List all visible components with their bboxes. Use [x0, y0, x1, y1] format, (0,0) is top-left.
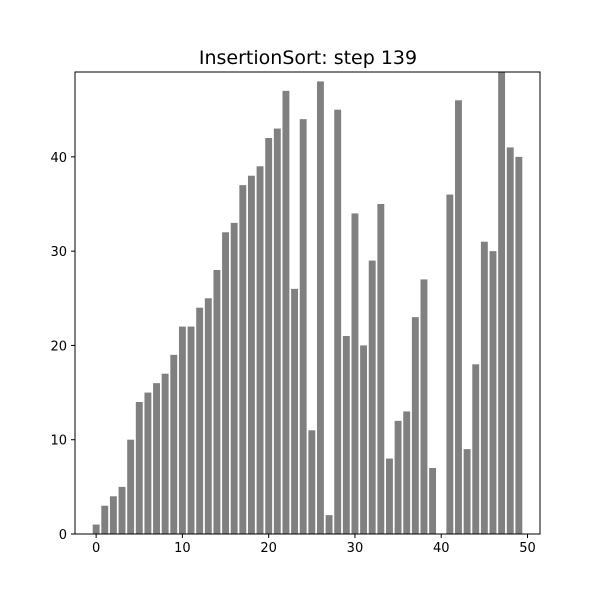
bar-30: [351, 213, 359, 534]
bar-33: [377, 204, 385, 534]
bar-1: [101, 505, 109, 534]
bar-19: [256, 166, 264, 535]
bar-20: [265, 138, 273, 534]
bar-16: [230, 222, 238, 535]
bar-7: [153, 383, 160, 534]
bar-15: [222, 232, 229, 535]
x-tick-label-50: 50: [519, 541, 536, 556]
bar-21: [273, 128, 281, 534]
bar-22: [282, 90, 290, 535]
chart-title: InsertionSort: step 139: [199, 47, 417, 69]
x-tick-label-30: 30: [347, 541, 364, 556]
bar-28: [334, 109, 342, 535]
bar-48: [506, 147, 514, 534]
plot-frame: [74, 71, 541, 535]
y-tick-label-10: 10: [50, 434, 67, 449]
y-tick-label-0: 0: [59, 528, 67, 543]
bar-3: [118, 486, 126, 534]
y-axis-ticks: 0 10 20 30 40: [50, 151, 75, 543]
bar-10: [178, 326, 186, 534]
bar-39: [429, 468, 437, 534]
bar-46: [489, 251, 497, 534]
bar-43: [463, 449, 471, 534]
bar-5: [135, 402, 143, 534]
bar-18: [247, 175, 255, 534]
bar-14: [213, 270, 221, 534]
bar-27: [325, 515, 333, 534]
bar-35: [394, 420, 402, 534]
bar-26: [316, 81, 324, 535]
x-tick-label-20: 20: [260, 541, 277, 556]
x-tick-label-40: 40: [433, 541, 450, 556]
bar-12: [196, 307, 204, 534]
bar-34: [386, 458, 393, 534]
y-tick-label-20: 20: [50, 339, 67, 354]
bar-4: [127, 439, 135, 534]
bar-23: [291, 288, 299, 534]
bar-42: [455, 100, 462, 534]
y-tick-label-30: 30: [50, 245, 67, 260]
x-tick-label-10: 10: [174, 541, 191, 556]
bar-45: [480, 241, 488, 534]
bar-44: [472, 364, 480, 534]
bar-11: [187, 326, 195, 534]
bar-0: [92, 524, 100, 534]
bar-17: [239, 185, 247, 534]
bar-41: [446, 194, 454, 534]
x-tick-label-0: 0: [92, 541, 100, 556]
bar-38: [420, 279, 428, 534]
bar-6: [144, 392, 152, 534]
bar-13: [204, 298, 212, 534]
bar-25: [308, 430, 316, 534]
x-axis-ticks: 0 10 20 30 40 50: [92, 534, 536, 556]
bar-29: [342, 336, 350, 534]
bar-32: [368, 260, 376, 534]
bar-36: [403, 411, 411, 534]
bar-9: [170, 354, 178, 534]
bar-37: [411, 317, 419, 534]
bar-2: [109, 496, 117, 534]
y-tick-label-40: 40: [50, 151, 67, 166]
bars: [92, 72, 523, 535]
bar-8: [161, 373, 169, 534]
bar-49: [515, 156, 523, 535]
bar-31: [360, 345, 368, 534]
bar-47: [498, 72, 506, 534]
bar-24: [299, 119, 307, 534]
